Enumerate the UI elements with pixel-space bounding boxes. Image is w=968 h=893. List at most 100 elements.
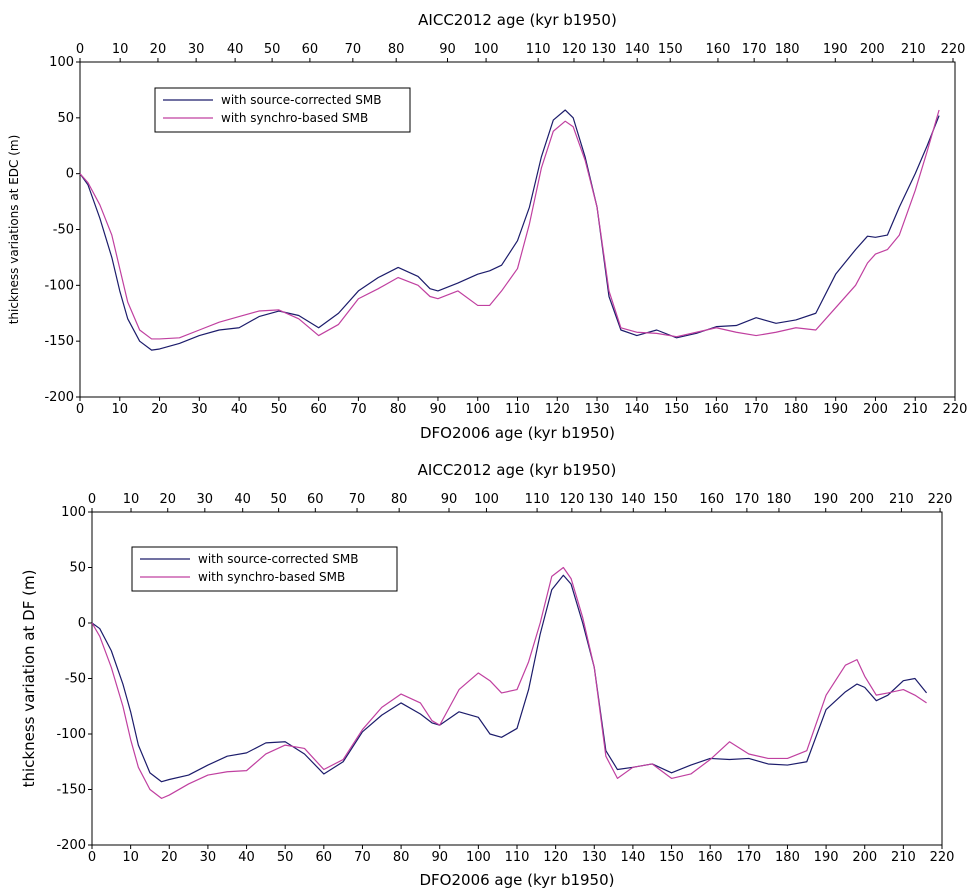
x-tick-label: 50 [277,850,294,865]
x-tick-label: 140 [620,850,645,865]
x-tick-label: 40 [231,402,248,417]
x2-tick-label: 80 [391,492,408,507]
x2-tick-label: 120 [562,42,587,57]
x-tick-label: 180 [775,850,800,865]
y-axis-label: thickness variations at EDC (m) [7,135,21,325]
x-tick-label: 70 [350,402,367,417]
x2-tick-label: 170 [734,492,759,507]
series-line [79,109,940,340]
x-tick-label: 20 [161,850,178,865]
x2-axis-label: AICC2012 age (kyr b1950) [418,11,617,29]
x2-tick-label: 20 [159,492,176,507]
x2-tick-label: 170 [742,42,767,57]
x-tick-label: 210 [903,402,928,417]
x-tick-label: 20 [151,402,168,417]
x-tick-label: 190 [814,850,839,865]
x2-tick-label: 150 [658,42,683,57]
y-tick-label: -100 [44,278,74,293]
x2-tick-label: 80 [388,42,405,57]
y-tick-label: 0 [66,167,74,182]
x-tick-label: 150 [664,402,689,417]
x2-tick-label: 200 [860,42,885,57]
legend-box [131,546,398,592]
x-tick-label: 220 [943,402,968,417]
x2-tick-label: 160 [699,492,724,507]
x2-tick-label: 100 [474,42,499,57]
x-tick-label: 110 [505,850,530,865]
x-tick-label: 170 [744,402,769,417]
x2-tick-label: 50 [270,492,287,507]
x2-tick-label: 50 [264,42,281,57]
x2-tick-label: 10 [123,492,140,507]
legend-label: with synchro-based SMB [198,570,345,584]
x2-tick-label: 70 [349,492,366,507]
x2-tick-label: 30 [197,492,214,507]
y-axis-label: thickness variation at DF (m) [20,570,38,788]
y-tick-label: -50 [53,223,74,238]
x-tick-label: 10 [122,850,139,865]
x2-tick-label: 110 [525,492,550,507]
x2-tick-label: 40 [227,42,244,57]
x-tick-label: 80 [390,402,407,417]
x-axis-label: DFO2006 age (kyr b1950) [420,424,615,442]
x2-tick-label: 140 [621,492,646,507]
x-tick-label: 200 [863,402,888,417]
series-line [91,574,928,783]
legend-box [154,87,411,133]
y-tick-label: 100 [61,505,86,520]
legend-label: with synchro-based SMB [221,111,368,125]
x2-tick-label: 160 [706,42,731,57]
x-tick-label: 160 [704,402,729,417]
x-tick-label: 0 [76,402,84,417]
x2-tick-label: 130 [588,492,613,507]
x-tick-label: 50 [271,402,288,417]
x2-tick-label: 210 [889,492,914,507]
x2-tick-label: 0 [76,42,84,57]
x-tick-label: 160 [698,850,723,865]
x2-tick-label: 200 [849,492,874,507]
x2-tick-label: 0 [88,492,96,507]
x-tick-label: 170 [736,850,761,865]
x2-tick-label: 190 [823,42,848,57]
y-tick-label: -150 [44,334,74,349]
x-tick-label: 100 [466,850,491,865]
x-tick-label: 150 [659,850,684,865]
y-tick-label: -100 [56,727,86,742]
x2-tick-label: 20 [150,42,167,57]
x-tick-label: 120 [543,850,568,865]
x2-tick-label: 100 [474,492,499,507]
x-tick-label: 60 [310,402,327,417]
y-tick-label: -200 [56,838,86,853]
x-tick-label: 30 [200,850,217,865]
x-tick-label: 80 [393,850,410,865]
x2-tick-label: 60 [307,492,324,507]
x2-tick-label: 220 [941,42,966,57]
x2-tick-label: 60 [302,42,319,57]
x2-tick-label: 110 [526,42,551,57]
x2-tick-label: 220 [928,492,953,507]
x2-tick-label: 120 [559,492,584,507]
x-tick-label: 40 [238,850,255,865]
x2-tick-label: 140 [625,42,650,57]
x2-tick-label: 90 [439,42,456,57]
y-tick-label: -200 [44,390,74,405]
x-tick-label: 190 [823,402,848,417]
x-tick-label: 120 [545,402,570,417]
y-tick-label: 100 [49,55,74,70]
y-tick-label: 50 [57,111,74,126]
x-tick-label: 30 [191,402,208,417]
x-tick-label: 130 [585,402,610,417]
series-line [79,109,940,351]
x2-tick-label: 150 [653,492,678,507]
y-tick-label: 0 [78,616,86,631]
legend-label: with source-corrected SMB [198,552,359,566]
x-tick-label: 10 [111,402,128,417]
x2-axis-label: AICC2012 age (kyr b1950) [418,461,617,479]
x2-tick-label: 90 [441,492,458,507]
x-tick-label: 100 [465,402,490,417]
x2-tick-label: 130 [591,42,616,57]
x-tick-label: 180 [783,402,808,417]
x-tick-label: 60 [316,850,333,865]
x2-tick-label: 10 [112,42,129,57]
